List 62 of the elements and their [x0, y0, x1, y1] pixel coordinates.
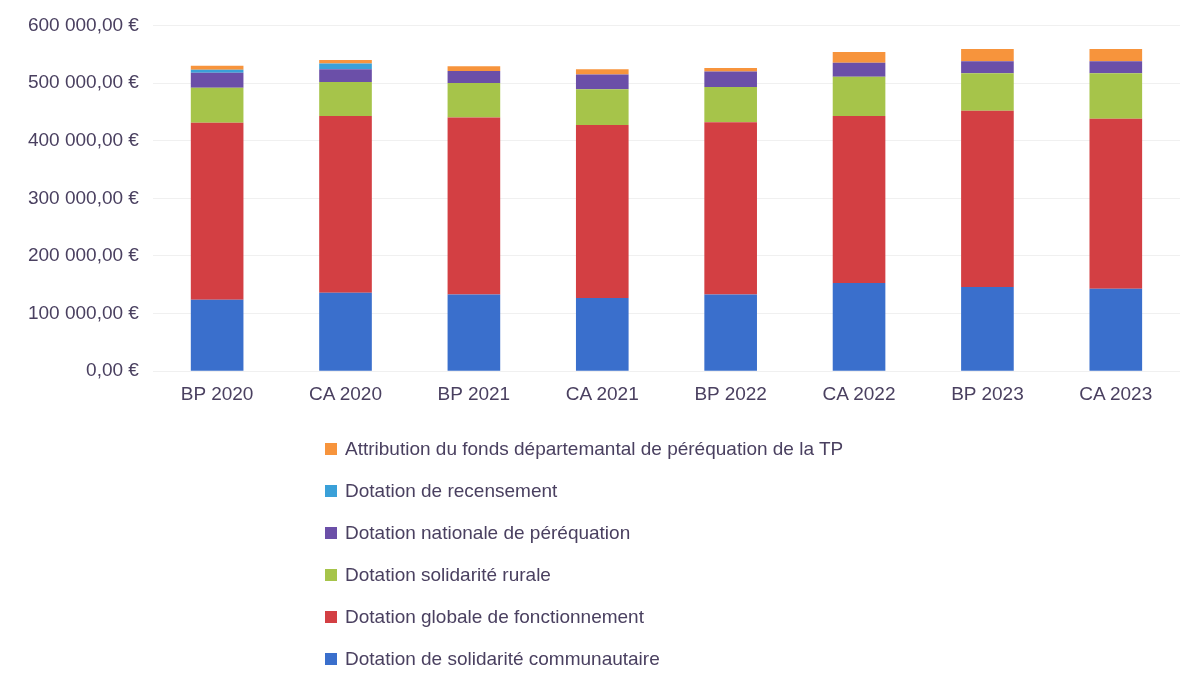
bar — [575, 298, 629, 371]
y-tick-label: 300 000,00 € — [27, 186, 140, 208]
bar — [832, 51, 886, 63]
bar — [1089, 49, 1143, 62]
bar — [704, 294, 757, 371]
bar — [704, 87, 757, 123]
bar — [447, 294, 501, 371]
bar — [704, 71, 757, 88]
bar — [319, 81, 372, 116]
x-tick-label: CA 2020 — [309, 382, 382, 404]
bar — [832, 62, 886, 77]
bar — [319, 292, 372, 371]
bar — [832, 283, 886, 371]
bar — [704, 122, 757, 295]
bar — [190, 69, 244, 73]
x-tick-label: BP 2020 — [180, 382, 254, 404]
legend-label: Dotation de recensement — [345, 480, 558, 502]
legend-label: Attribution du fonds départemantal de péréquation de la TP — [345, 438, 844, 460]
x-tick-label: CA 2021 — [565, 382, 639, 404]
bar — [190, 299, 244, 371]
legend-label: Dotation solidarité rurale — [345, 564, 551, 586]
bar — [575, 89, 629, 126]
legend-label: Dotation globale de fonctionnement — [345, 606, 644, 628]
bar — [575, 69, 629, 75]
bar — [575, 74, 629, 90]
bar — [447, 117, 501, 295]
bar — [319, 63, 372, 70]
bar — [319, 115, 372, 293]
bar — [1089, 61, 1143, 74]
y-tick-label: 200 000,00 € — [27, 244, 140, 266]
bar — [190, 122, 244, 300]
bar — [447, 83, 501, 118]
bar — [447, 70, 501, 84]
y-tick-label: 100 000,00 € — [27, 301, 140, 323]
bar — [319, 69, 372, 82]
bar — [961, 110, 1014, 288]
bar — [1089, 118, 1143, 289]
x-tick-label: BP 2022 — [694, 382, 767, 404]
y-tick-label: 500 000,00 € — [27, 71, 140, 93]
bar — [190, 72, 244, 88]
bar — [961, 287, 1014, 371]
bar — [961, 49, 1014, 62]
bar — [190, 87, 244, 123]
legend-label: Dotation de solidarité communautaire — [345, 648, 660, 670]
bar — [832, 76, 886, 116]
bar — [447, 66, 501, 71]
bar — [961, 61, 1014, 74]
bar — [190, 65, 244, 70]
bar — [1089, 288, 1143, 371]
bar — [832, 115, 886, 284]
x-tick-label: CA 2023 — [1079, 382, 1153, 404]
y-tick-label: 400 000,00 € — [27, 128, 140, 150]
bar — [575, 125, 629, 299]
x-tick-label: BP 2021 — [437, 382, 511, 404]
y-tick-label: 600 000,00 € — [27, 13, 140, 35]
bar — [961, 73, 1014, 111]
bar — [1089, 73, 1143, 119]
y-tick-label: 0,00 € — [86, 359, 140, 381]
legend-label: Dotation nationale de péréquation — [345, 522, 631, 544]
bar — [704, 68, 757, 72]
x-tick-label: CA 2022 — [822, 382, 896, 404]
x-tick-label: BP 2023 — [951, 382, 1024, 404]
